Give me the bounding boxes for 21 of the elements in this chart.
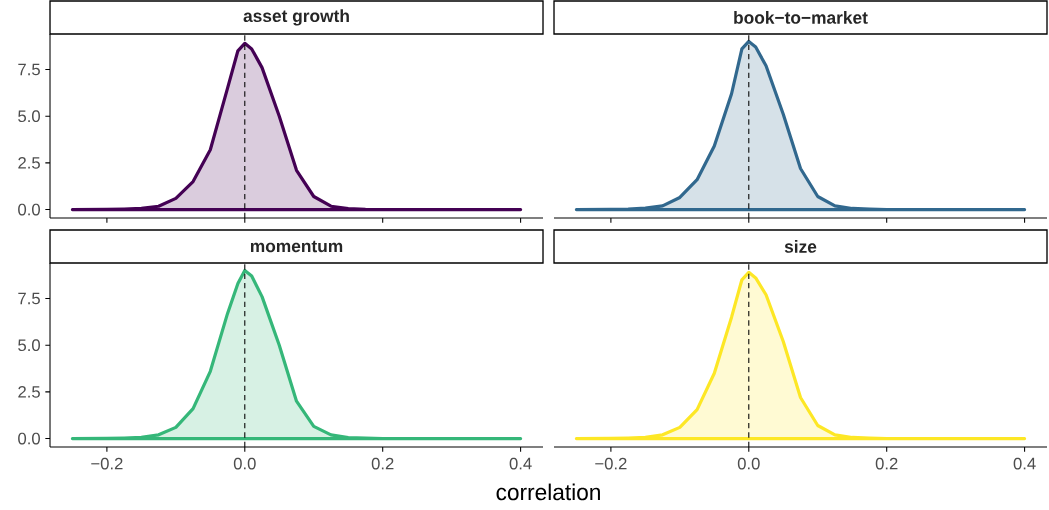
y-tick-label: 5.0: [18, 110, 40, 123]
chart-title: size: [784, 240, 817, 253]
y-tick-label: 2.5: [18, 385, 40, 398]
y-tick-label: 0.0: [18, 432, 40, 445]
x-tick-label: 0.0: [233, 457, 256, 470]
y-tick-label: 2.5: [18, 156, 40, 169]
x-axis-title: correlation: [496, 483, 600, 501]
y-tick-label: 7.5: [18, 63, 40, 76]
x-tick-label: −0.2: [595, 457, 627, 470]
y-tick-label: 7.5: [18, 292, 40, 305]
x-tick-label: 0.4: [509, 457, 532, 470]
chart-title: momentum: [250, 240, 343, 253]
chart-title: asset growth: [243, 9, 349, 26]
x-tick-label: −0.2: [91, 457, 123, 470]
x-tick-label: 0.2: [371, 457, 394, 470]
x-tick-label: 0.4: [1013, 457, 1036, 470]
x-tick-label: 0.2: [875, 457, 898, 470]
y-tick-label: 0.0: [18, 203, 40, 216]
y-tick-label: 5.0: [18, 339, 40, 352]
chart-title: book−to−market: [734, 11, 868, 24]
x-tick-label: 0.0: [737, 457, 760, 470]
